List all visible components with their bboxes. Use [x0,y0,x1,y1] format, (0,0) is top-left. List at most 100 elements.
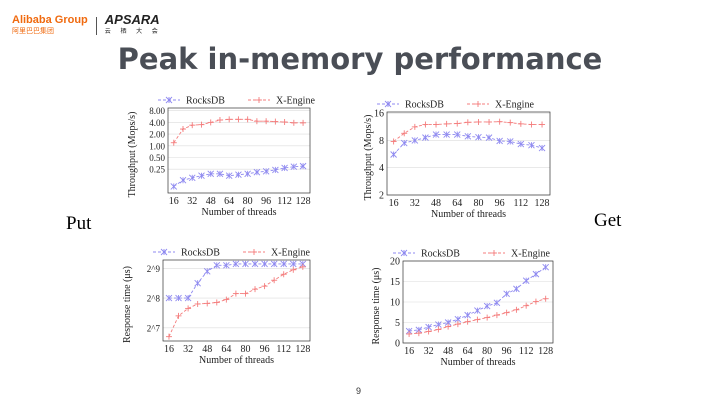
data-point-rocksdb [203,267,211,275]
data-point-x-engine [281,119,288,126]
data-point-x-engine [290,266,297,273]
slide-title: Peak in-memory performance [117,42,603,76]
y-axis-label: Throughput (Mops/s) [127,112,138,198]
data-point-x-engine [252,286,259,293]
data-point-rocksdb [170,183,178,190]
data-point-x-engine [496,118,503,125]
x-tick-label: 112 [276,344,291,355]
data-point-rocksdb [513,285,520,293]
data-point-rocksdb [542,263,550,271]
x-tick-label: 64 [224,196,234,207]
legend-marker [160,248,168,256]
data-point-x-engine [185,305,192,312]
data-point-x-engine [513,306,520,313]
y-tick-label: 10 [390,298,400,309]
x-tick-label: 112 [277,196,292,207]
x-tick-label: 32 [424,346,434,357]
data-point-x-engine [226,116,233,123]
data-point-rocksdb [506,138,514,145]
brand-cn-text: 阿里巴巴集团 [12,28,54,35]
data-point-rocksdb [184,294,192,302]
x-tick-label: 80 [482,346,492,357]
page-number: 9 [356,386,362,396]
data-point-x-engine [299,263,306,270]
data-point-rocksdb [503,290,510,298]
legend-label-x-engine: X-Engine [511,249,550,260]
data-point-x-engine [475,118,482,125]
put-response-chart: 2^7 2^8 2^9 16 32 48 64 80 96 112 128 Number of thr… [122,248,310,367]
data-point-x-engine [532,298,539,305]
legend-label-rocksdb: RocksDB [181,248,220,259]
data-point-x-engine [390,138,397,145]
x-tick-label: 48 [202,344,212,355]
y-tick-label: 15 [390,277,400,288]
data-point-rocksdb [538,144,546,152]
y-tick-label: 0 [395,339,400,350]
x-axis-label: Number of threads [199,355,274,366]
data-point-x-engine [263,118,270,125]
data-point-rocksdb [464,132,472,140]
y-tick-label: 20 [390,257,400,268]
data-point-rocksdb [198,172,205,180]
data-point-rocksdb [522,277,530,284]
x-tick-label: 16 [169,196,179,207]
y-tick-label: 4.00 [149,118,165,128]
data-point-x-engine [272,118,279,125]
data-point-rocksdb [262,168,270,175]
data-point-x-engine [425,328,432,335]
data-point-x-engine [223,296,230,303]
data-point-rocksdb [253,168,261,176]
x-tick-label: 128 [535,198,550,209]
data-point-rocksdb [528,141,535,149]
data-point-x-engine [443,120,450,127]
data-point-rocksdb [493,299,501,307]
plot-frame [402,260,554,344]
data-point-rocksdb [213,262,221,269]
x-tick-label: 16 [389,198,399,209]
legend-label-x-engine: X-Engine [276,96,315,107]
legend-label-x-engine: X-Engine [271,248,310,259]
data-point-rocksdb [432,131,440,138]
apsara-logo: APSARA 云 栖 大 会 [104,12,162,38]
data-point-x-engine [280,271,287,278]
data-point-x-engine [216,117,223,124]
x-tick-label: 96 [502,346,512,357]
data-point-x-engine [300,119,307,126]
legend-label-rocksdb: RocksDB [405,100,444,111]
data-point-x-engine [235,116,242,123]
data-point-rocksdb [422,134,429,141]
data-point-x-engine [290,119,297,126]
data-point-rocksdb [281,164,288,172]
data-point-rocksdb [194,279,201,287]
y-tick-label: 16 [374,109,384,120]
data-point-x-engine [433,121,440,128]
data-point-x-engine [261,283,268,290]
legend-marker [491,250,497,256]
data-point-rocksdb [165,294,173,302]
data-point-x-engine [523,302,530,309]
event-text: APSARA [104,12,160,27]
series-line-x-engine [409,298,546,335]
data-point-x-engine [484,314,491,321]
x-tick-label: 32 [183,344,193,355]
data-point-rocksdb [179,176,187,184]
data-point-x-engine [464,119,471,126]
x-tick-label: 80 [243,196,253,207]
x-tick-label: 64 [463,346,473,357]
data-point-rocksdb [235,171,242,179]
data-point-x-engine [542,295,549,302]
series-line-x-engine [173,118,304,143]
data-point-x-engine [165,333,172,340]
put-throughput-chart: 0.25 0.50 1.002.00 4.00 8.00 16 32 48 64 80 96 112 1… [127,96,315,219]
x-tick-label: 48 [206,196,216,207]
legend-marker [256,97,262,103]
put-label: Put [66,213,92,234]
series-line-x-engine [168,266,303,337]
data-point-rocksdb [280,260,288,268]
data-point-rocksdb [443,131,450,138]
y-tick-label: 2^8 [147,294,161,304]
x-axis-label: Number of threads [431,209,506,220]
data-point-rocksdb [453,131,461,138]
data-point-rocksdb [261,260,268,268]
data-point-x-engine [528,121,535,128]
